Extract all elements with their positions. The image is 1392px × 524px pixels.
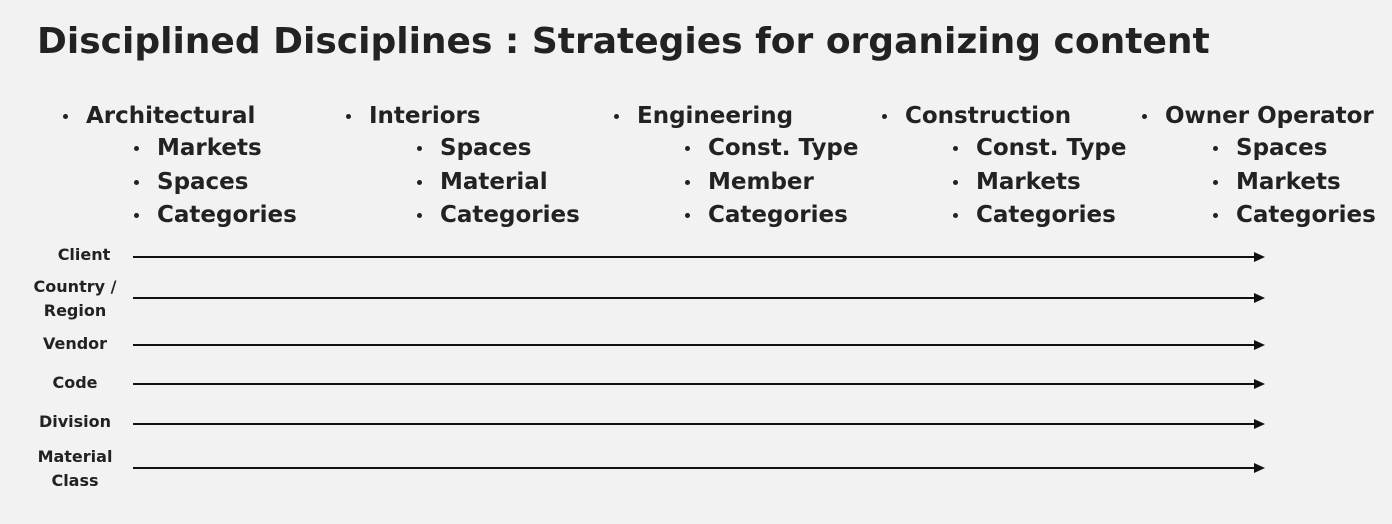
arrow-head-icon bbox=[1254, 463, 1265, 473]
bullet-icon bbox=[417, 213, 422, 218]
bullet-icon bbox=[685, 146, 690, 151]
discipline-item: Markets bbox=[976, 168, 1081, 195]
arrow-head-icon bbox=[1254, 293, 1265, 303]
bullet-icon bbox=[134, 213, 139, 218]
bullet-icon bbox=[63, 114, 68, 119]
arrow-line-code bbox=[133, 383, 1255, 385]
bullet-icon bbox=[882, 114, 887, 119]
discipline-item: Spaces bbox=[1236, 135, 1328, 161]
discipline-item: Categories bbox=[708, 202, 848, 228]
discipline-name: Architectural bbox=[86, 103, 256, 129]
arrow-head-icon bbox=[1254, 252, 1265, 262]
arrow-line-division bbox=[133, 423, 1255, 425]
bullet-icon bbox=[953, 213, 958, 218]
bullet-icon bbox=[614, 114, 619, 119]
bullet-icon bbox=[417, 179, 422, 185]
discipline-item: Const. Type bbox=[708, 135, 859, 161]
discipline-name: Construction bbox=[905, 103, 1072, 129]
discipline-name: Engineering bbox=[637, 103, 794, 129]
discipline-interiors: Interiors Spaces Material Categories bbox=[345, 100, 580, 233]
discipline-item: Categories bbox=[976, 202, 1116, 228]
discipline-item: Spaces bbox=[157, 168, 249, 195]
bullet-icon bbox=[953, 146, 958, 151]
discipline-item: Member bbox=[708, 168, 814, 195]
bullet-icon bbox=[346, 114, 351, 119]
discipline-item: Markets bbox=[1236, 168, 1341, 195]
discipline-item: Spaces bbox=[440, 135, 532, 161]
discipline-construction: Construction Const. Type Markets Categor… bbox=[881, 100, 1127, 233]
arrow-head-icon bbox=[1254, 340, 1265, 350]
row-label-vendor: Vendor bbox=[42, 334, 108, 353]
bullet-icon bbox=[1213, 179, 1218, 185]
discipline-item: Categories bbox=[440, 202, 580, 228]
page-title: Disciplined Disciplines : Strategies for… bbox=[37, 21, 1210, 62]
bullet-icon bbox=[953, 179, 958, 185]
discipline-item: Const. Type bbox=[976, 135, 1127, 161]
discipline-item: Markets bbox=[157, 135, 262, 161]
discipline-item: Categories bbox=[157, 202, 297, 228]
bullet-icon bbox=[134, 146, 139, 151]
bullet-icon bbox=[685, 179, 690, 185]
discipline-architectural: Architectural Markets Spaces Categories bbox=[62, 100, 297, 233]
bullet-icon bbox=[1142, 114, 1147, 119]
row-label-material-class: Material Class bbox=[37, 447, 113, 490]
arrow-line-client bbox=[133, 256, 1255, 258]
bullet-icon bbox=[1213, 213, 1218, 218]
discipline-name: Owner Operator bbox=[1165, 103, 1374, 129]
discipline-engineering: Engineering Const. Type Member Categorie… bbox=[613, 100, 859, 233]
bullet-icon bbox=[134, 179, 139, 185]
arrow-line-country-region bbox=[133, 297, 1255, 299]
row-label-code: Code bbox=[52, 373, 98, 392]
arrow-line-vendor bbox=[133, 344, 1255, 346]
discipline-item: Categories bbox=[1236, 202, 1376, 228]
arrow-head-icon bbox=[1254, 419, 1265, 429]
row-label-country-region: Country / Region bbox=[33, 277, 117, 320]
bullet-icon bbox=[685, 213, 690, 218]
arrow-line-material-class bbox=[133, 467, 1255, 469]
bullet-icon bbox=[1213, 146, 1218, 151]
arrow-head-icon bbox=[1254, 379, 1265, 389]
discipline-name: Interiors bbox=[369, 103, 481, 129]
row-label-client: Client bbox=[57, 245, 111, 264]
discipline-item: Material bbox=[440, 168, 548, 195]
bullet-icon bbox=[417, 146, 422, 151]
row-label-division: Division bbox=[38, 412, 112, 431]
discipline-owner-operator: Owner Operator Spaces Markets Categories bbox=[1141, 100, 1376, 233]
